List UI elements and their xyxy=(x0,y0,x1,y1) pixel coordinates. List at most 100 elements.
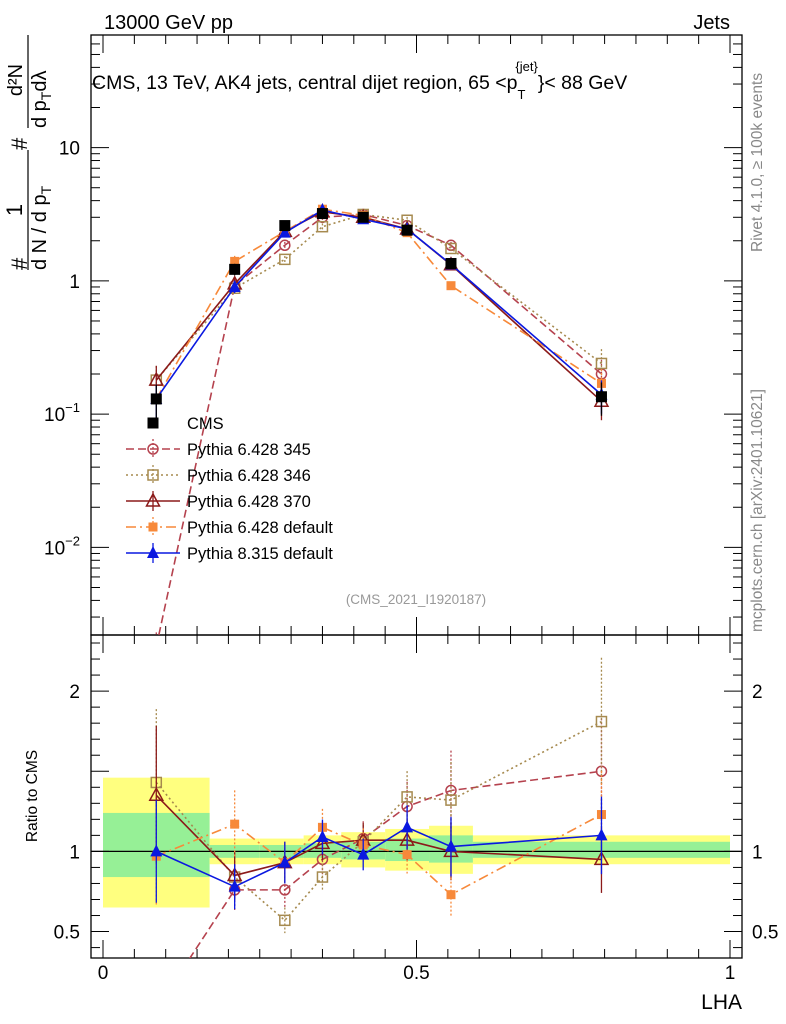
ratio-point-p8-1 xyxy=(228,879,241,892)
y-label-hash-2: # xyxy=(7,137,32,150)
ratio-point-p346-2 xyxy=(279,914,291,927)
ratio-line-p370 xyxy=(155,794,602,877)
main-y-axis-label: # 1 d N / d pT # d²N d pTdλ xyxy=(2,35,54,270)
main-point-p6def-6 xyxy=(446,281,456,291)
ratio-point-p8-0 xyxy=(150,844,163,857)
ratio-point-p8-6 xyxy=(444,839,457,852)
x-tick-label-2: 1 xyxy=(725,963,736,984)
rivet-version-label: Rivet 4.1.0, ≥ 100k events xyxy=(749,73,766,252)
main-line-p346 xyxy=(155,213,602,381)
main-line-p345 xyxy=(157,213,602,635)
ratio-axis-ticks: 0.5 0.5 1 1 2 2 0 0.5 1 xyxy=(54,635,778,984)
main-series-cms xyxy=(150,208,607,418)
legend-label-p346: Pythia 6.428 346 xyxy=(187,467,311,485)
main-point-p345-0 xyxy=(151,642,161,652)
legend-marker-cms xyxy=(147,417,159,429)
y-label-den-2: d pTdλ xyxy=(29,71,54,129)
legend-marker-p8 xyxy=(147,546,159,558)
ratio-series-group xyxy=(148,657,610,1014)
analysis-id: (CMS_2021_I1920187) xyxy=(346,592,486,607)
ratio-y-tick-label-right-2: 2 xyxy=(752,682,763,703)
ratio-point-p346-3 xyxy=(316,871,329,883)
ratio-point-p8-4 xyxy=(357,847,370,860)
y-label-num-2: d²N xyxy=(5,64,27,96)
legend-entry-p345: Pythia 6.428 345 xyxy=(126,439,311,459)
main-point-cms-1 xyxy=(229,263,241,275)
main-point-cms-4 xyxy=(357,211,369,223)
x-tick-label-0: 0 xyxy=(98,963,109,984)
main-point-p346-6 xyxy=(445,242,457,255)
main-point-cms-7 xyxy=(595,391,607,403)
header-left: 13000 GeV pp xyxy=(104,12,233,34)
main-series-group xyxy=(148,203,610,652)
ratio-point-p8-5 xyxy=(401,820,414,833)
main-series-p370 xyxy=(148,203,610,421)
main-point-p8-2 xyxy=(278,225,291,238)
ratio-line-p6def xyxy=(155,813,602,896)
ratio-point-p346-7 xyxy=(595,715,608,728)
ratio-point-p8-3 xyxy=(316,829,329,842)
ratio-y-tick-label-right-1: 1 xyxy=(752,842,763,863)
main-point-cms-6 xyxy=(445,257,457,269)
legend-label-cms: CMS xyxy=(187,415,224,433)
main-series-p6def xyxy=(151,204,606,418)
main-point-cms-0 xyxy=(150,393,162,405)
main-point-p346-3 xyxy=(316,220,329,233)
main-point-cms-2 xyxy=(279,220,291,232)
ratio-line-p8 xyxy=(155,826,602,888)
legend-label-p345: Pythia 6.428 345 xyxy=(187,441,311,459)
ratio-point-p345-2 xyxy=(279,884,291,896)
y-label-den-1: d N / d pT xyxy=(29,185,54,270)
main-point-cms-5 xyxy=(401,224,413,236)
ratio-point-p346-6 xyxy=(445,794,457,806)
main-y-tick-label-2: 1 xyxy=(69,272,80,293)
ratio-point-p6def-6 xyxy=(446,890,456,900)
ratio-y-tick-label-right-0: 0.5 xyxy=(752,923,778,944)
x-tick-label-1: 0.5 xyxy=(403,963,429,984)
legend-entry-p370: Pythia 6.428 370 xyxy=(126,491,311,511)
y-label-hash-1: # xyxy=(7,257,32,270)
plot-title: CMS, 13 TeV, AK4 jets, central dijet reg… xyxy=(92,59,627,102)
ratio-point-p6def-1 xyxy=(230,819,240,829)
legend-label-p6def: Pythia 6.428 default xyxy=(187,519,333,537)
ratio-series-p8 xyxy=(150,796,608,910)
y-label-num-1: 1 xyxy=(2,204,27,216)
x-axis-label: LHA xyxy=(701,991,742,1014)
ratio-series-p346 xyxy=(150,657,608,934)
legend-marker-p345 xyxy=(147,443,159,455)
ratio-point-p345-0 xyxy=(151,1004,161,1014)
ratio-series-p345 xyxy=(151,718,608,1014)
ratio-point-p346-5 xyxy=(401,791,413,803)
header-right: Jets xyxy=(693,12,730,34)
main-line-p8 xyxy=(155,209,602,400)
main-point-p345-2 xyxy=(279,239,291,252)
legend-label-p370: Pythia 6.428 370 xyxy=(187,493,311,511)
main-series-p346 xyxy=(150,208,608,400)
legend-entry-p8: Pythia 8.315 default xyxy=(126,543,333,563)
main-y-tick-label-1: 10−1 xyxy=(44,400,80,426)
main-line-p6def xyxy=(155,208,602,400)
ratio-y-tick-label-left-1: 1 xyxy=(69,842,80,863)
legend-entry-p6def: Pythia 6.428 default xyxy=(126,517,333,537)
legend: CMS Pythia 6.428 345 Pythia 6.428 346 Pythi… xyxy=(126,415,333,563)
main-axis-ticks: 10−2 10−1 1 10 xyxy=(44,34,742,635)
legend-label-p8: Pythia 8.315 default xyxy=(187,545,333,563)
mcplots-label: mcplots.cern.ch [arXiv:2401.10621] xyxy=(749,389,766,632)
main-y-tick-label-3: 10 xyxy=(59,139,80,160)
main-point-cms-3 xyxy=(316,208,328,220)
ratio-y-axis-label: Ratio to CMS xyxy=(24,750,41,842)
ratio-point-p8-2 xyxy=(278,855,291,868)
ratio-series-p370 xyxy=(148,726,610,900)
main-series-p8 xyxy=(150,203,608,418)
ratio-line-p345 xyxy=(189,770,602,958)
legend-entry-p346: Pythia 6.428 346 xyxy=(126,465,311,485)
legend-marker-p346 xyxy=(147,469,159,481)
main-point-p346-7 xyxy=(595,357,608,370)
legend-marker-p370 xyxy=(145,492,161,507)
main-line-p370 xyxy=(155,210,603,402)
legend-entry-cms: CMS xyxy=(147,415,224,433)
ratio-y-tick-label-left-0: 0.5 xyxy=(54,923,80,944)
main-point-p8-1 xyxy=(228,279,241,292)
main-y-tick-label-0: 10−2 xyxy=(44,533,80,559)
